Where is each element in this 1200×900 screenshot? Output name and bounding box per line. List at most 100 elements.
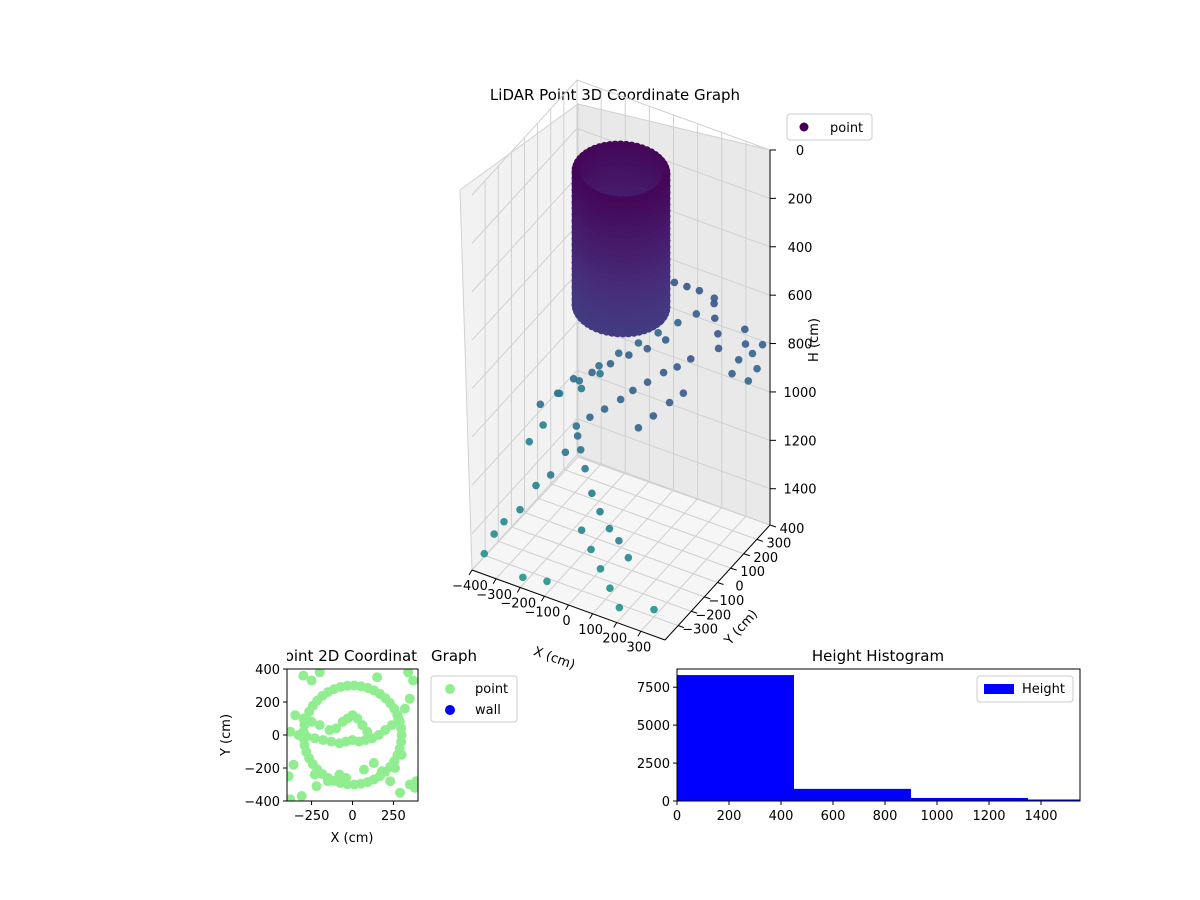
point-marker <box>683 282 691 291</box>
point-marker <box>615 603 624 612</box>
3d-cylinder-points <box>571 140 671 338</box>
point-marker <box>309 769 320 780</box>
3d-legend-label-point: point <box>830 121 863 136</box>
2d-ticks: −250 0 250 −400 −200 0 200 400 <box>244 663 406 824</box>
point-marker <box>595 361 603 370</box>
point-marker <box>403 667 414 678</box>
point-marker <box>396 736 407 747</box>
point-marker <box>577 384 586 393</box>
point-marker <box>340 772 351 783</box>
z-tick-label: 400 <box>788 241 813 256</box>
point-marker <box>309 733 320 744</box>
x-tick-label: 600 <box>821 809 846 824</box>
point-marker <box>643 344 652 353</box>
point-marker <box>516 505 524 514</box>
point-marker <box>532 481 540 490</box>
chart-3d-title: LiDAR Point 3D Coordinate Graph <box>490 86 740 104</box>
point-marker <box>673 363 681 371</box>
point-marker <box>396 749 407 760</box>
gridline <box>471 369 771 486</box>
point-marker <box>573 265 582 274</box>
x-tick-mark <box>589 613 594 620</box>
point-marker <box>758 340 767 349</box>
histogram-legend-swatch <box>984 684 1014 694</box>
point-marker <box>573 222 582 232</box>
gridline <box>484 555 679 627</box>
point-marker <box>674 318 682 327</box>
point-marker <box>734 355 743 364</box>
z-tick-label: 1400 <box>783 483 816 498</box>
point-marker <box>385 776 396 787</box>
x-tick-label: −200 <box>500 597 536 612</box>
point-marker <box>555 389 564 398</box>
point-marker <box>710 299 718 308</box>
histogram-bar <box>1028 799 1080 801</box>
y-tick-label: 2500 <box>637 757 670 772</box>
point-marker <box>573 228 582 238</box>
z-tick-label: 800 <box>788 338 813 353</box>
point-marker <box>695 286 704 295</box>
x-tick-label: 200 <box>602 632 627 647</box>
y-tick-label: −300 <box>682 623 718 638</box>
gridline <box>576 454 771 526</box>
point-marker <box>314 667 325 678</box>
x-tick-label: −100 <box>525 605 561 620</box>
point-marker <box>573 289 582 298</box>
x-tick-label: 400 <box>769 809 794 824</box>
y-tick-label: 5000 <box>637 719 670 734</box>
3d-legend-frame <box>786 113 873 141</box>
y-tick-label: 100 <box>740 565 765 580</box>
2d-legend-marker-point <box>445 684 455 694</box>
point-marker <box>536 400 545 409</box>
3d-legend-marker-point <box>799 122 809 132</box>
histogram-axes-frame <box>676 668 1081 802</box>
point-marker <box>600 405 609 413</box>
point-marker <box>650 605 658 614</box>
x-tick-label: 1400 <box>1024 809 1057 824</box>
x-tick-mark <box>468 569 473 576</box>
point-marker <box>679 389 688 397</box>
point-marker <box>576 445 585 454</box>
histogram-legend: Height <box>976 675 1074 703</box>
point-marker <box>606 584 614 592</box>
z-tick-label: 0 <box>796 144 804 159</box>
2d-legend-label-point: point <box>475 682 508 697</box>
histogram-title: Height Histogram <box>812 647 944 665</box>
x-tick-mark <box>492 578 497 585</box>
point-marker <box>741 325 749 334</box>
point-marker <box>575 376 584 385</box>
y-tick-label: −100 <box>709 594 745 609</box>
point-marker <box>659 368 668 377</box>
point-marker <box>573 234 582 244</box>
x-tick-mark <box>540 595 545 602</box>
gridline <box>471 127 771 244</box>
3d-x-axis-label: X (cm) <box>531 644 577 673</box>
x-tick-label: −300 <box>476 588 512 603</box>
2d-legend: point wall <box>430 675 518 723</box>
y-tick-mark <box>704 596 711 600</box>
point-marker <box>390 763 401 773</box>
point-marker <box>490 530 498 538</box>
point-marker <box>616 395 625 404</box>
y-tick-label: 0 <box>735 580 743 595</box>
point-marker <box>561 448 570 457</box>
x-tick-label: 200 <box>717 809 742 824</box>
y-tick-label: 400 <box>780 522 805 537</box>
y-tick-mark <box>769 524 777 528</box>
point-marker <box>643 378 652 387</box>
y-tick-mark <box>743 553 750 557</box>
y-tick-mark <box>677 625 685 629</box>
point-marker <box>290 710 301 721</box>
point-marker <box>404 693 415 704</box>
gridline <box>471 418 771 535</box>
point-marker <box>480 549 489 558</box>
3d-scattered-points <box>480 278 767 614</box>
2d-x-axis-label: X (cm) <box>331 831 374 846</box>
gridline <box>563 468 758 540</box>
point-marker <box>587 545 595 554</box>
point-marker <box>588 368 596 377</box>
point-marker <box>393 713 404 724</box>
point-marker <box>573 246 582 256</box>
gridline <box>471 79 771 196</box>
point-marker <box>573 240 582 250</box>
